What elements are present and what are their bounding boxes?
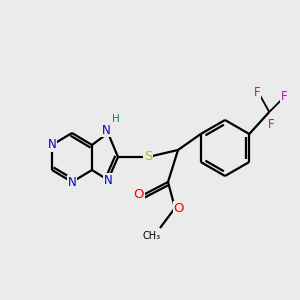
Text: F: F bbox=[268, 118, 274, 130]
Text: N: N bbox=[48, 139, 56, 152]
Text: F: F bbox=[281, 89, 288, 103]
Text: N: N bbox=[102, 124, 110, 136]
Text: O: O bbox=[174, 202, 184, 214]
Text: S: S bbox=[144, 151, 152, 164]
Text: N: N bbox=[68, 176, 76, 188]
Text: CH₃: CH₃ bbox=[143, 231, 161, 241]
Text: N: N bbox=[103, 173, 112, 187]
Text: O: O bbox=[134, 188, 144, 202]
Text: H: H bbox=[112, 114, 120, 124]
Text: F: F bbox=[254, 86, 261, 100]
